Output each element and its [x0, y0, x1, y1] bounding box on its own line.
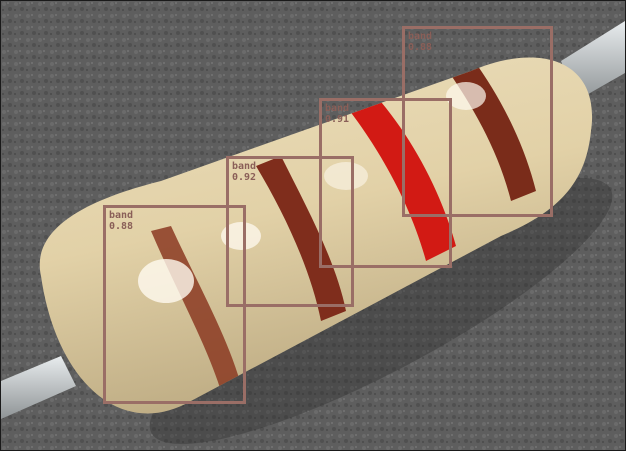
detection-label: band 0.88	[408, 31, 433, 53]
detection-box: band 0.88	[402, 26, 553, 217]
detection-box: band 0.88	[103, 205, 246, 404]
detection-label: band 0.88	[109, 210, 134, 232]
left-lead	[1, 356, 76, 419]
band-2	[256, 156, 346, 321]
band-3	[346, 96, 456, 261]
detection-box: band 0.91	[319, 98, 452, 268]
detection-label: band 0.92	[232, 161, 257, 183]
detection-box: band 0.92	[226, 156, 354, 307]
detection-label: band 0.91	[325, 103, 350, 125]
